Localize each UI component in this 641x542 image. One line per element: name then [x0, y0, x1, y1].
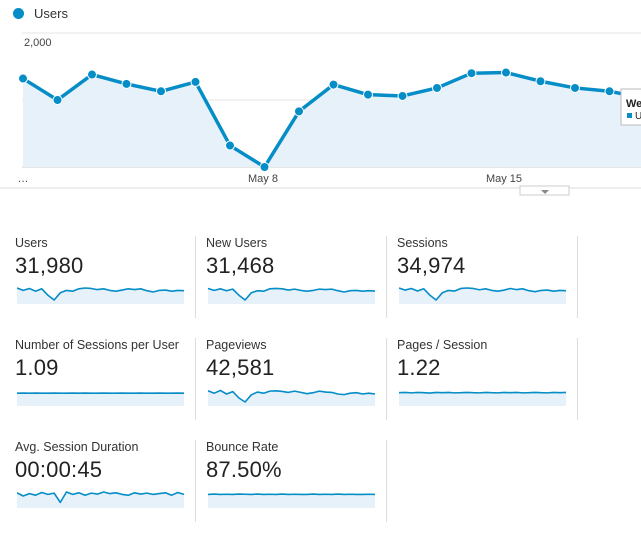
x-tick-label: May 15 — [486, 173, 522, 185]
data-point[interactable] — [363, 89, 373, 100]
data-point[interactable] — [259, 162, 270, 172]
sparkline-line — [17, 491, 185, 504]
chart-tooltip — [620, 88, 641, 126]
data-point[interactable] — [570, 82, 580, 93]
tooltip-item: U — [635, 111, 641, 122]
data-point[interactable] — [466, 68, 477, 79]
data-point[interactable] — [190, 76, 201, 87]
users-area — [23, 72, 641, 167]
data-point[interactable] — [432, 82, 442, 93]
metric-sparkline — [208, 287, 376, 304]
metric-label: Pages / Session — [397, 338, 488, 352]
metric-divider — [577, 236, 578, 318]
tooltip-title: We — [626, 98, 641, 110]
metric-card[interactable]: Users 31,980 — [15, 236, 190, 314]
metric-value: 34,974 — [397, 253, 466, 278]
data-point[interactable] — [18, 73, 28, 84]
metric-divider — [195, 440, 196, 522]
metric-divider — [386, 440, 387, 522]
metric-value: 00:00:45 — [15, 457, 103, 482]
metric-value: 31,980 — [15, 253, 84, 278]
metric-sparkline — [399, 287, 567, 304]
metric-card[interactable]: Pageviews 42,581 — [206, 338, 381, 416]
legend-label-users: Users — [34, 6, 68, 21]
metric-value: 87.50% — [206, 457, 282, 482]
metric-label: New Users — [206, 236, 268, 250]
data-point[interactable] — [121, 78, 132, 89]
metric-value: 1.09 — [15, 355, 59, 380]
metric-card[interactable]: Pages / Session 1.22 — [397, 338, 572, 416]
metric-label: Sessions — [397, 236, 448, 250]
metric-sparkline — [399, 391, 567, 406]
sparkline-area — [208, 288, 375, 304]
sparkline-line — [208, 287, 376, 301]
metric-sparkline — [17, 287, 185, 304]
sparkline-line — [17, 287, 185, 301]
data-point[interactable] — [225, 140, 235, 151]
data-point[interactable] — [397, 90, 408, 101]
metric-value: 42,581 — [206, 355, 275, 380]
metric-label: Pageviews — [206, 338, 267, 352]
metric-divider — [195, 236, 196, 318]
sparkline-area — [399, 288, 566, 304]
metric-card[interactable]: Avg. Session Duration 00:00:45 — [15, 440, 190, 518]
sparkline-area — [208, 494, 375, 508]
metric-value: 31,468 — [206, 253, 275, 278]
metric-card[interactable]: New Users 31,468 — [206, 236, 381, 314]
data-point[interactable] — [604, 86, 615, 97]
data-point[interactable] — [87, 69, 97, 80]
x-tick-label: … — [18, 173, 29, 185]
metric-sparkline — [208, 493, 376, 508]
metric-divider — [386, 338, 387, 420]
tooltip-series-swatch — [627, 113, 632, 118]
metric-label: Bounce Rate — [206, 440, 279, 454]
metric-divider — [195, 338, 196, 420]
y-tick-label: 2,000 — [24, 37, 52, 49]
chevron-down-icon — [541, 190, 549, 194]
chart-legend: Users — [13, 6, 68, 21]
sparkline-area — [17, 288, 184, 304]
metric-label: Avg. Session Duration — [15, 440, 139, 454]
legend-dot-users — [13, 8, 24, 19]
data-point[interactable] — [294, 106, 304, 117]
sparkline-line — [399, 391, 567, 394]
x-tick-label: May 8 — [248, 173, 278, 185]
metric-value: 1.22 — [397, 355, 441, 380]
data-point[interactable] — [328, 79, 339, 90]
data-point[interactable] — [156, 86, 166, 97]
sparkline-line — [399, 287, 567, 301]
sparkline-line — [208, 389, 376, 403]
metric-divider — [386, 236, 387, 318]
metric-card[interactable]: Bounce Rate 87.50% — [206, 440, 381, 518]
metric-sparkline — [17, 491, 185, 508]
metric-card[interactable]: Number of Sessions per User 1.09 — [15, 338, 190, 416]
data-point[interactable] — [501, 67, 511, 78]
metric-label: Number of Sessions per User — [15, 338, 179, 352]
metric-card[interactable]: Sessions 34,974 — [397, 236, 572, 314]
metric-sparkline — [17, 392, 185, 406]
metric-divider — [577, 338, 578, 420]
sparkline-area — [208, 390, 375, 406]
metric-sparkline — [208, 389, 376, 406]
data-point[interactable] — [535, 76, 546, 87]
metric-label: Users — [15, 236, 48, 250]
sparkline-area — [17, 492, 184, 508]
sparkline-area — [399, 392, 566, 406]
sparkline-area — [17, 393, 184, 406]
data-point[interactable] — [52, 95, 63, 105]
